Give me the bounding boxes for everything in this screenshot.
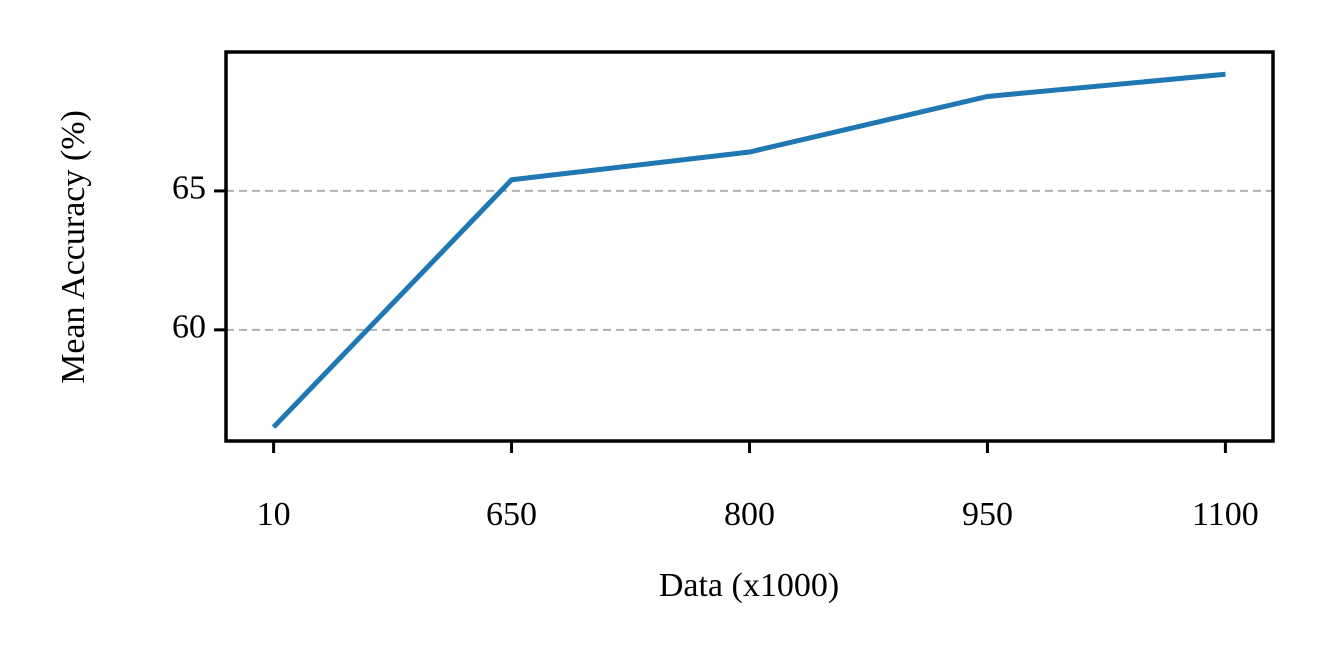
y-tick-label: 60 (172, 309, 206, 346)
x-tick-label: 800 (724, 496, 775, 533)
x-tick-label: 950 (962, 496, 1013, 533)
y-tick-label: 65 (172, 170, 206, 207)
plot-frame (224, 50, 1275, 443)
y-axis-label: Mean Accuracy (%) (55, 110, 92, 384)
x-tick-label: 650 (486, 496, 537, 533)
data-line (271, 71, 1226, 429)
x-axis-label: Data (x1000) (659, 567, 839, 604)
x-tick-label: 10 (257, 496, 291, 533)
x-tick-label: 1100 (1192, 496, 1259, 533)
